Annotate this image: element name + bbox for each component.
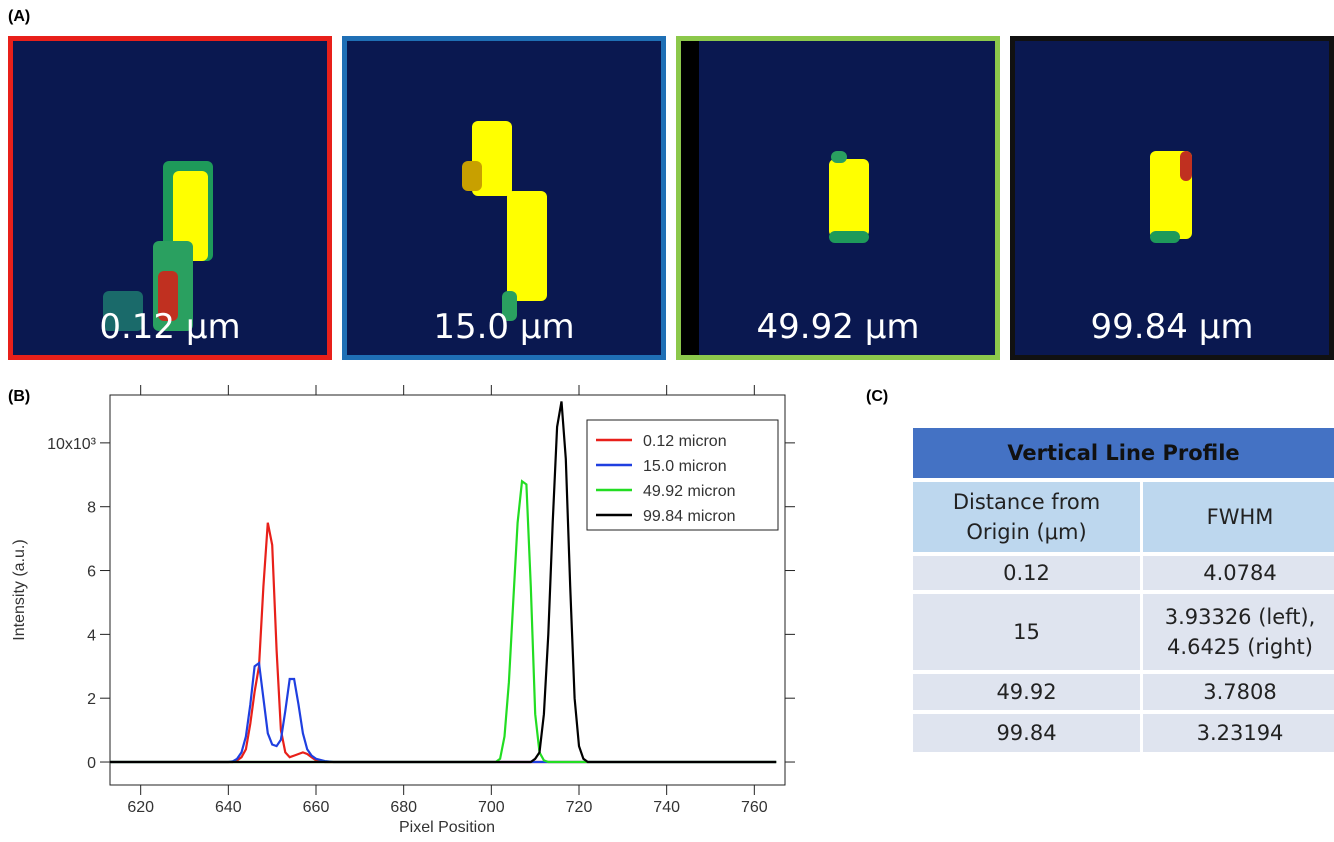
image-caption: 49.92 μm: [756, 307, 920, 347]
x-tick-label: 760: [741, 799, 768, 816]
heat-blob: [829, 159, 869, 237]
y-axis-label: Intensity (a.u.): [11, 539, 28, 640]
table-cell: 4.0784: [1143, 556, 1334, 590]
table-header-text: Distance from Origin (μm): [952, 490, 1101, 544]
x-tick-label: 720: [566, 799, 593, 816]
x-tick-label: 660: [303, 799, 330, 816]
image-caption: 15.0 μm: [433, 307, 575, 347]
x-axis-label: Pixel Position: [399, 819, 495, 836]
heat-blob: [158, 271, 178, 321]
heat-blob: [829, 231, 869, 243]
legend-label: 0.12 micron: [643, 433, 727, 450]
y-tick-label: 0: [87, 755, 96, 772]
legend-box: [586, 419, 779, 531]
table-cell-text: 3.93326 (left),: [1164, 605, 1316, 629]
legend-label: 49.92 micron: [643, 483, 736, 500]
table-cell-text: 4.6425 (right): [1167, 635, 1313, 659]
y-tick-label: 8: [87, 500, 96, 517]
image-panel: 0.12 μm: [8, 36, 332, 360]
table-cell-text: 3.7808: [1203, 680, 1277, 704]
panel-label: (B): [8, 388, 31, 405]
heat-blob: [1180, 151, 1192, 181]
x-tick-label: 640: [215, 799, 242, 816]
image-panel: 49.92 μm: [676, 36, 1000, 360]
table-header: Distance from Origin (μm): [913, 482, 1140, 552]
x-tick-label: 680: [390, 799, 417, 816]
legend-label: 15.0 micron: [643, 458, 727, 475]
table-cell: 15: [913, 594, 1140, 670]
x-tick-label: 740: [653, 799, 680, 816]
table-cell: 3.93326 (left), 4.6425 (right): [1143, 594, 1334, 670]
heatmap: [1150, 151, 1192, 243]
heat-blob: [462, 161, 482, 191]
heatmap: [103, 161, 213, 331]
image-panel: 99.84 μm: [1010, 36, 1334, 360]
heat-blob: [502, 291, 517, 321]
y-tick-label: 10x10³: [47, 436, 97, 453]
table-cell: 49.92: [913, 674, 1140, 710]
table-cell-text: 49.92: [996, 680, 1057, 704]
table-cell-text: 4.0784: [1203, 561, 1277, 585]
heatmap: [681, 41, 869, 355]
x-tick-label: 700: [478, 799, 505, 816]
panel-label: (A): [8, 8, 31, 25]
x-tick-label: 620: [127, 799, 154, 816]
table-title: Vertical Line Profile: [913, 428, 1334, 478]
y-tick-label: 6: [87, 564, 96, 581]
table-cell: 0.12: [913, 556, 1140, 590]
y-tick-label: 4: [87, 627, 96, 644]
table-cell-text: 3.23194: [1196, 721, 1284, 745]
table-header-text: FWHM: [1206, 505, 1274, 529]
series-line: [110, 522, 777, 764]
dark-strip: [681, 41, 699, 355]
image-caption: 99.84 μm: [1090, 307, 1254, 347]
table-cell: 99.84: [913, 714, 1140, 752]
image-panel: 15.0 μm: [342, 36, 666, 360]
chart: Pixel Position Intensity (a.u.) 620 640 66…: [11, 385, 795, 836]
heat-blob: [507, 191, 547, 301]
table-cell-text: 99.84: [996, 721, 1057, 745]
heatmap: [462, 121, 547, 321]
legend-label: 99.84 micron: [643, 508, 736, 525]
panel-label: (C): [866, 388, 889, 405]
series-line: [110, 401, 777, 764]
table-cell-text: 0.12: [1003, 561, 1050, 585]
table-cell-text: 15: [1013, 620, 1040, 644]
table-header: FWHM: [1143, 482, 1334, 552]
image-caption: 0.12 μm: [99, 307, 241, 347]
heat-blob: [831, 151, 847, 163]
table-cell: 3.23194: [1143, 714, 1334, 752]
heat-blob: [1150, 231, 1180, 243]
plot-frame: [109, 394, 786, 786]
y-tick-label: 2: [87, 691, 96, 708]
table-title-text: Vertical Line Profile: [1007, 441, 1240, 465]
heat-blob: [173, 171, 208, 261]
table-cell: 3.7808: [1143, 674, 1334, 710]
series-line: [110, 661, 777, 764]
heat-blob: [103, 291, 143, 331]
